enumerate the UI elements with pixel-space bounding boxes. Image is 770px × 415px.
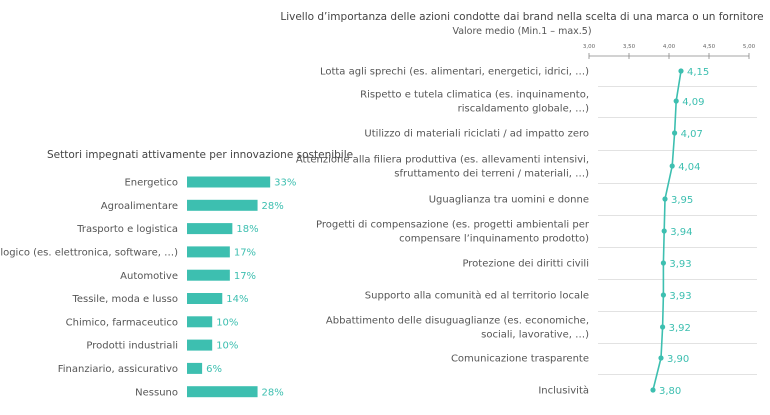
- line-category-label: Supporto alla comunità ed al territorio …: [365, 290, 589, 302]
- line-chart-subtitle: Valore medio (Min.1 – max.5): [452, 26, 591, 37]
- data-value-label: 4,09: [682, 97, 704, 108]
- bar: [187, 223, 233, 235]
- bar: [187, 176, 271, 188]
- data-value-label: 4,04: [678, 162, 700, 173]
- bar-chart-title: Settori impegnati attivamente per innova…: [47, 149, 353, 161]
- line-category-label: Abbattimento delle disuguaglianze (es. e…: [326, 316, 589, 327]
- data-point: [660, 324, 666, 330]
- bar-category-label: Tessile, moda e lusso: [71, 294, 178, 305]
- x-tick-label: 3,50: [623, 44, 636, 50]
- bar-value-label: 10%: [216, 341, 238, 352]
- bar-category-label: Tecnologico (es. elettronica, software, …: [0, 248, 178, 259]
- bar: [187, 339, 213, 351]
- bar: [187, 362, 203, 374]
- bar-category-label: Automotive: [120, 271, 178, 282]
- data-value-label: 3,92: [669, 323, 691, 334]
- line-category-label: Attenzione alla filiera produttiva (es. …: [296, 155, 589, 166]
- bar-category-label: Nessuno: [135, 387, 178, 398]
- bar-value-label: 14%: [226, 294, 248, 305]
- bar-value-label: 17%: [234, 248, 256, 259]
- bar-category-label: Finanziario, assicurativo: [58, 364, 178, 375]
- bar-category-label: Chimico, farmaceutico: [66, 317, 178, 328]
- bar: [187, 199, 258, 211]
- x-tick-label: 4,00: [663, 44, 676, 50]
- bar: [187, 269, 230, 281]
- line-category-label: riscaldamento globale, …): [458, 104, 589, 115]
- data-point: [660, 260, 667, 266]
- bar-value-label: 18%: [236, 224, 258, 235]
- line-category-label: sociali, lavorative, …): [481, 330, 589, 341]
- data-point: [661, 228, 667, 234]
- data-value-label: 3,80: [659, 386, 681, 397]
- line-category-label: sfruttamento dei terreni / materiali, …): [394, 169, 589, 180]
- x-tick-label: 3,00: [583, 44, 596, 50]
- data-value-label: 3,94: [670, 227, 692, 238]
- line-category-label: Progetti di compensazione (es. progetti …: [316, 220, 590, 231]
- data-value-label: 3,93: [669, 259, 691, 270]
- line-category-label: Rispetto e tutela climatica (es. inquina…: [360, 90, 589, 101]
- data-point: [660, 292, 667, 298]
- line-category-label: Protezione dei diritti civili: [462, 259, 589, 270]
- bar-category-label: Energetico: [124, 178, 178, 189]
- x-tick-label: 5,00: [743, 44, 756, 50]
- line-category-label: Comunicazione trasparente: [451, 354, 589, 365]
- bar: [187, 246, 230, 258]
- data-value-label: 4,15: [687, 67, 709, 78]
- data-value-label: 3,93: [669, 291, 691, 302]
- bar-value-label: 33%: [274, 178, 296, 189]
- bar: [187, 316, 213, 328]
- bar-value-label: 28%: [262, 201, 284, 212]
- data-point: [650, 387, 656, 393]
- sector-bar-chart: Settori impegnati attivamente per innova…: [0, 149, 353, 398]
- bar-category-label: Agroalimentare: [101, 201, 178, 212]
- data-point: [658, 355, 664, 361]
- bar-value-label: 10%: [216, 317, 238, 328]
- data-value-label: 4,07: [681, 129, 703, 140]
- data-point: [678, 68, 684, 74]
- line-chart-title: Livello d’importanza delle azioni condot…: [280, 11, 763, 23]
- bar-value-label: 17%: [234, 271, 256, 282]
- x-tick-label: 4,50: [703, 44, 716, 50]
- data-value-label: 3,95: [671, 195, 693, 206]
- bar-category-label: Trasporto e logistica: [76, 224, 178, 235]
- data-point: [669, 163, 675, 169]
- line-category-label: compensare l’inquinamento prodotto): [399, 234, 589, 245]
- bar-value-label: 28%: [262, 387, 284, 398]
- data-point: [662, 196, 668, 202]
- data-point: [672, 130, 678, 136]
- bar-value-label: 6%: [206, 364, 222, 375]
- bar: [187, 293, 223, 304]
- importance-line-chart: Livello d’importanza delle azioni condot…: [280, 11, 763, 397]
- line-category-label: Inclusività: [538, 385, 589, 397]
- data-value-label: 3,90: [667, 354, 689, 365]
- line-category-label: Uguaglianza tra uomini e donne: [429, 195, 589, 206]
- bar-category-label: Prodotti industriali: [86, 341, 178, 352]
- data-point: [673, 98, 679, 104]
- line-category-label: Lotta agli sprechi (es. alimentari, ener…: [320, 67, 589, 78]
- bar: [187, 386, 258, 398]
- line-category-label: Utilizzo di materiali riciclati / ad imp…: [364, 129, 589, 140]
